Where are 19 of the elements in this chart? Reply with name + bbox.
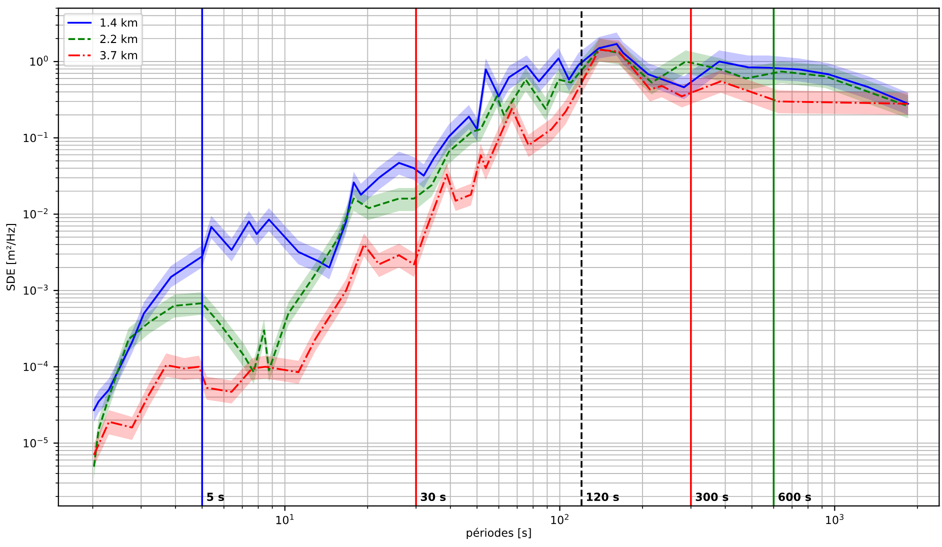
y-tick-label: 10$^{−3}$: [24, 284, 48, 295]
ref-line-label: 600 s: [778, 492, 811, 502]
x-tick-label: 10$^{1}$: [276, 514, 294, 524]
ref-line-label: 30 s: [420, 492, 446, 502]
ref-line-label: 120 s: [586, 492, 619, 502]
x-axis-title: périodes [s]: [466, 528, 531, 540]
legend-label: 1.4 km: [100, 18, 138, 27]
y-tick-label: 10$^{0}$: [30, 56, 48, 66]
ref-line-label: 5 s: [207, 492, 224, 502]
y-tick-label: 10$^{−4}$: [24, 361, 48, 372]
legend-label: 3.7 km: [100, 50, 138, 60]
x-tick-label: 10$^{2}$: [551, 514, 568, 524]
x-tick-label: 10$^{3}$: [826, 514, 844, 524]
legend-label: 2.2 km: [100, 34, 138, 43]
y-axis-title: SDE [m²/Hz]: [6, 224, 16, 290]
ref-line-label: 300 s: [696, 492, 728, 502]
y-tick-label: 10$^{−5}$: [24, 437, 48, 448]
y-tick-label: 10$^{−1}$: [24, 132, 48, 142]
y-tick-label: 10$^{−2}$: [24, 208, 48, 218]
